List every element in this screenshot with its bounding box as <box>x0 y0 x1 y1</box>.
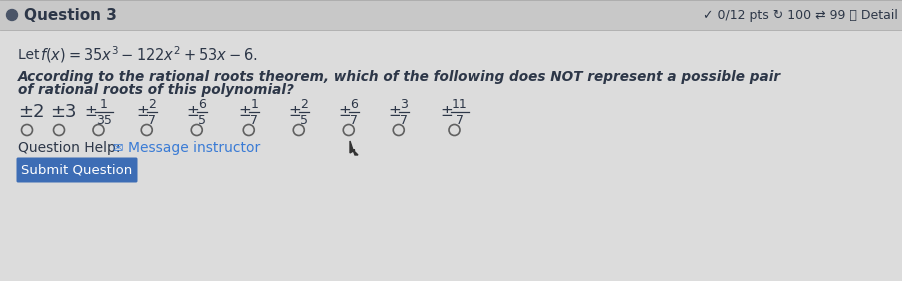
Text: ±: ± <box>288 105 300 119</box>
Text: 2: 2 <box>148 98 156 110</box>
Text: ±: ± <box>186 105 198 119</box>
Text: 5: 5 <box>198 114 206 126</box>
Text: Submit Question: Submit Question <box>22 164 133 176</box>
Text: 7: 7 <box>350 114 358 126</box>
Text: 35: 35 <box>96 114 112 126</box>
Text: ±: ± <box>238 105 251 119</box>
Text: ±: ± <box>337 105 350 119</box>
FancyBboxPatch shape <box>0 0 902 30</box>
Text: ±: ± <box>388 105 400 119</box>
Text: $f(x) = 35x^3 - 122x^2 + 53x - 6.$: $f(x) = 35x^3 - 122x^2 + 53x - 6.$ <box>40 45 258 65</box>
Text: ±: ± <box>439 105 452 119</box>
Text: According to the rational roots theorem, which of the following does NOT represe: According to the rational roots theorem,… <box>18 70 780 84</box>
Text: 5: 5 <box>300 114 308 126</box>
Text: 7: 7 <box>456 114 464 126</box>
Text: 1: 1 <box>100 98 108 110</box>
Text: 7: 7 <box>250 114 258 126</box>
Text: ✉: ✉ <box>112 142 123 155</box>
Text: ✓ 0/12 pts ↻ 100 ⇄ 99 ⓘ Detail: ✓ 0/12 pts ↻ 100 ⇄ 99 ⓘ Detail <box>703 8 897 22</box>
Text: Question Help:: Question Help: <box>18 141 120 155</box>
Text: ±3: ±3 <box>50 103 77 121</box>
Text: Question 3: Question 3 <box>24 8 116 22</box>
Text: 11: 11 <box>452 98 467 110</box>
Text: of rational roots of this polynomial?: of rational roots of this polynomial? <box>18 83 293 97</box>
Text: ±2: ±2 <box>18 103 44 121</box>
Text: 7: 7 <box>148 114 156 126</box>
Text: 7: 7 <box>400 114 408 126</box>
Text: 2: 2 <box>300 98 308 110</box>
FancyBboxPatch shape <box>16 157 137 182</box>
Polygon shape <box>350 141 357 155</box>
Text: ±: ± <box>136 105 149 119</box>
Text: ±: ± <box>84 105 97 119</box>
Text: 6: 6 <box>350 98 358 110</box>
Text: Message instructor: Message instructor <box>128 141 260 155</box>
Text: 3: 3 <box>400 98 408 110</box>
Circle shape <box>6 10 17 21</box>
Text: 6: 6 <box>198 98 206 110</box>
Text: Let: Let <box>18 48 48 62</box>
Text: 1: 1 <box>250 98 258 110</box>
